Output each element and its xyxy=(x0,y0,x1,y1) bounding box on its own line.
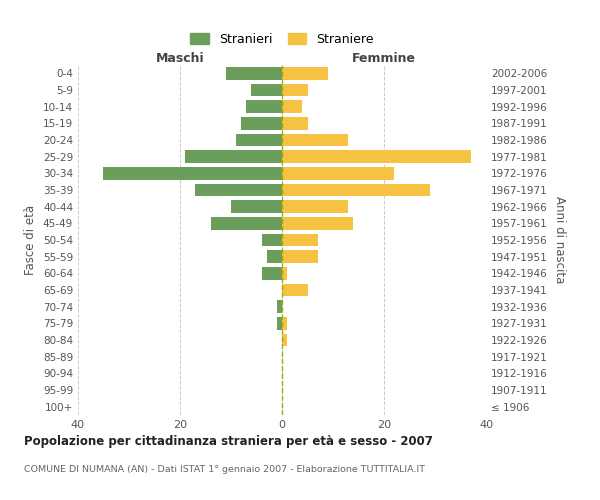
Legend: Stranieri, Straniere: Stranieri, Straniere xyxy=(187,29,377,50)
Bar xyxy=(282,117,308,130)
Bar xyxy=(196,184,282,196)
Y-axis label: Fasce di età: Fasce di età xyxy=(25,205,37,275)
Bar xyxy=(241,117,282,130)
Bar xyxy=(282,150,471,163)
Bar xyxy=(211,217,282,230)
Bar xyxy=(247,100,282,113)
Bar xyxy=(282,267,287,280)
Bar xyxy=(282,167,394,179)
Bar xyxy=(262,234,282,246)
Bar xyxy=(262,267,282,280)
Text: Popolazione per cittadinanza straniera per età e sesso - 2007: Popolazione per cittadinanza straniera p… xyxy=(24,435,433,448)
Y-axis label: Anni di nascita: Anni di nascita xyxy=(553,196,566,284)
Bar xyxy=(282,200,349,213)
Bar xyxy=(185,150,282,163)
Bar xyxy=(282,334,287,346)
Bar xyxy=(236,134,282,146)
Bar xyxy=(282,84,308,96)
Bar xyxy=(282,234,318,246)
Text: Femmine: Femmine xyxy=(352,52,416,65)
Bar xyxy=(282,134,349,146)
Bar xyxy=(282,250,318,263)
Text: COMUNE DI NUMANA (AN) - Dati ISTAT 1° gennaio 2007 - Elaborazione TUTTITALIA.IT: COMUNE DI NUMANA (AN) - Dati ISTAT 1° ge… xyxy=(24,465,425,474)
Bar xyxy=(282,184,430,196)
Bar xyxy=(251,84,282,96)
Bar xyxy=(277,300,282,313)
Bar xyxy=(282,100,302,113)
Bar xyxy=(282,284,308,296)
Bar xyxy=(282,217,353,230)
Bar xyxy=(282,317,287,330)
Bar xyxy=(104,167,282,179)
Bar xyxy=(231,200,282,213)
Bar xyxy=(267,250,282,263)
Bar xyxy=(282,67,328,80)
Bar xyxy=(277,317,282,330)
Text: Maschi: Maschi xyxy=(155,52,205,65)
Bar xyxy=(226,67,282,80)
